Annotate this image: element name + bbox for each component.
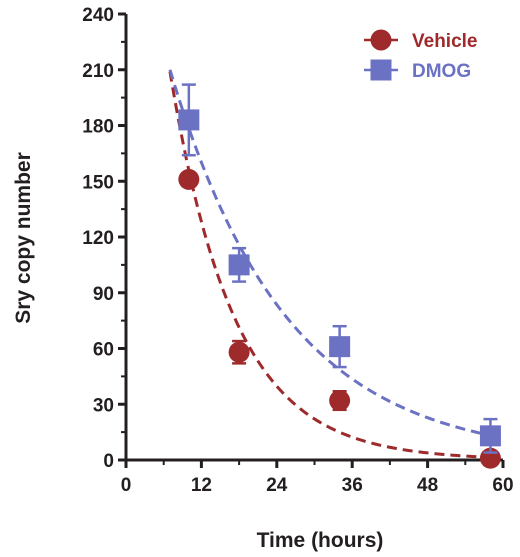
vehicle-point	[178, 168, 200, 190]
vehicle-point	[329, 390, 351, 412]
fit-curve-dmog	[168, 69, 491, 437]
x-tick-label: 24	[266, 475, 288, 496]
dmog-point	[178, 109, 200, 131]
dmog-point	[329, 336, 351, 358]
legend: Vehicle DMOG	[364, 29, 478, 82]
x-tick-label: 48	[417, 475, 438, 496]
legend-marker-vehicle	[370, 29, 392, 51]
x-tick-label: 36	[342, 475, 363, 496]
fit-curve-vehicle	[168, 71, 491, 459]
y-tick-label: 240	[82, 5, 114, 26]
vehicle-point	[228, 341, 250, 363]
y-tick-label: 210	[82, 61, 114, 82]
y-tick-label: 90	[93, 284, 114, 305]
x-tick-label: 12	[191, 475, 212, 496]
data-points	[178, 83, 501, 469]
dmog-point	[228, 254, 250, 276]
dmog-point	[479, 425, 501, 447]
y-tick-label: 120	[82, 228, 114, 249]
y-axis-title: Sry copy number	[12, 152, 35, 324]
legend-marker-dmog	[370, 59, 392, 81]
x-tick-label: 60	[492, 475, 513, 496]
legend-label-dmog: DMOG	[412, 61, 471, 82]
axes: 0 30 60 90 120 150 180 210 240 0 12 24 36 48 60	[82, 5, 513, 496]
x-axis-title: Time (hours)	[257, 529, 384, 552]
y-tick-label: 30	[93, 395, 114, 416]
y-tick-label: 60	[93, 340, 114, 361]
x-tick-label: 0	[121, 475, 132, 496]
y-tick-label: 180	[82, 117, 114, 138]
fit-curves	[168, 69, 491, 459]
y-tick-label: 150	[82, 172, 114, 193]
y-tick-label: 0	[103, 451, 114, 472]
legend-label-vehicle: Vehicle	[412, 31, 478, 52]
